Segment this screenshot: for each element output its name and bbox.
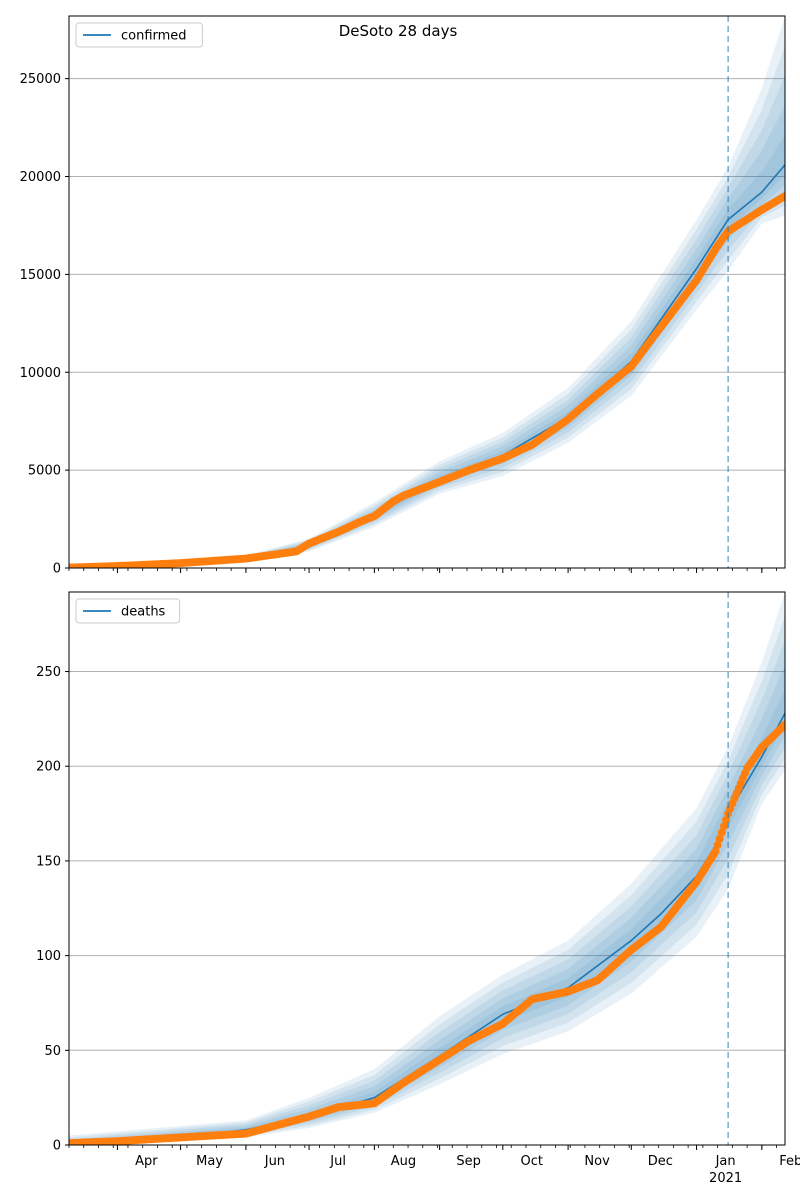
data-point <box>713 841 722 850</box>
uncertainty-band <box>69 105 785 568</box>
data-point <box>717 828 726 837</box>
plot-area <box>69 592 785 1145</box>
legend-label: deaths <box>121 605 166 620</box>
x-tick-label: Jun <box>264 1154 285 1169</box>
uncertainty-band <box>69 135 785 568</box>
y-tick-label: 20000 <box>20 170 61 185</box>
y-tick-label: 150 <box>36 854 61 869</box>
x-tick-label: Sep <box>456 1154 481 1169</box>
panel-deaths: 0 50 100 150 200 250 Apr May Jun Jul Aug Sep Oct Nov D… <box>36 591 800 1186</box>
series-line <box>69 164 785 568</box>
legend: deaths <box>75 598 181 624</box>
y-tick-label: 50 <box>44 1044 61 1059</box>
observed-points <box>69 192 785 568</box>
x-tick-label: Dec <box>648 1154 673 1169</box>
x-tick-label: Nov <box>584 1154 610 1169</box>
uncertainty-band <box>69 616 785 1145</box>
y-tick-label: 10000 <box>20 366 61 381</box>
legend: confirmed <box>75 22 203 48</box>
plot-area <box>69 16 785 568</box>
axes-frame <box>68 15 786 569</box>
data-point <box>719 822 728 831</box>
uncertainty-band <box>69 75 785 568</box>
observed-points <box>69 720 785 1145</box>
x-tick-label: May <box>196 1154 223 1169</box>
y-tick-label: 200 <box>36 760 61 775</box>
data-point <box>711 847 720 856</box>
panel-confirmed: 0 5000 10000 15000 20000 25000 confirmed <box>20 15 786 577</box>
x-tick-label: Aug <box>391 1154 416 1169</box>
axes-frame <box>68 591 786 1146</box>
x-tick-label: Oct <box>521 1154 543 1169</box>
x-tick-label: Jan <box>715 1154 736 1169</box>
legend-label: confirmed <box>121 29 187 44</box>
y-tick-label: 0 <box>53 1139 61 1154</box>
x-tick-label: Feb <box>779 1154 800 1169</box>
y-tick-label: 250 <box>36 665 61 680</box>
data-point <box>781 192 785 201</box>
y-tick-label: 25000 <box>20 72 61 87</box>
data-point <box>781 720 785 729</box>
y-tick-label: 100 <box>36 949 61 964</box>
x-year-label: 2021 <box>709 1171 742 1186</box>
data-point <box>715 834 724 843</box>
y-tick-label: 5000 <box>28 464 61 479</box>
y-tick-label: 0 <box>53 562 61 577</box>
x-tick-label: Jul <box>329 1154 346 1169</box>
uncertainty-band <box>69 640 785 1145</box>
legend-box <box>75 22 203 48</box>
chart-title: DeSoto 28 days <box>339 22 458 40</box>
y-tick-label: 15000 <box>20 268 61 283</box>
uncertainty-band <box>69 592 785 1145</box>
x-tick-label: Apr <box>135 1154 158 1169</box>
legend-box <box>75 598 181 624</box>
